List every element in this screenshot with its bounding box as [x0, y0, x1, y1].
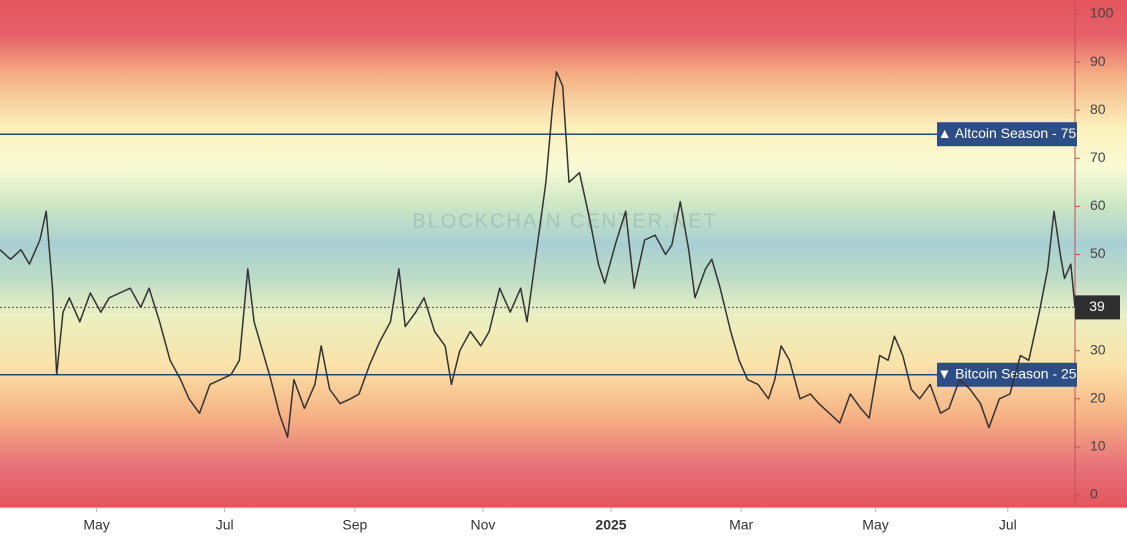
x-tick-label: Mar [729, 517, 753, 533]
y-tick-label: 50 [1090, 245, 1106, 261]
y-tick-label: 100 [1090, 5, 1114, 21]
y-tick-label: 10 [1090, 438, 1106, 454]
y-tick-label: 20 [1090, 390, 1106, 406]
series-line [0, 70, 1076, 439]
y-tick-label: 30 [1090, 341, 1106, 357]
x-tick-label: May [862, 517, 888, 533]
y-tick-label: 70 [1090, 149, 1106, 165]
x-tick-label: May [83, 517, 109, 533]
y-tick-label: 90 [1090, 53, 1106, 69]
x-tick-label: Jul [216, 517, 234, 533]
y-tick-label: 60 [1090, 197, 1106, 213]
x-tick-label: Sep [342, 517, 367, 533]
x-tick-label: Nov [470, 517, 495, 533]
reference-label: ▼ Bitcoin Season - 25 [937, 365, 1076, 381]
background [0, 0, 1127, 508]
watermark: BLOCKCHAIN CENTER.NET [412, 210, 717, 232]
reference-label-box [937, 122, 1077, 147]
y-tick-label: 80 [1090, 101, 1106, 117]
x-tick-label: 2025 [595, 517, 626, 533]
x-tick-label: Jul [999, 517, 1017, 533]
reference-label-box [937, 362, 1077, 387]
reference-label: ▲ Altcoin Season - 75 [938, 125, 1077, 141]
current-value-label: 39 [1089, 298, 1105, 314]
y-tick-label: 0 [1090, 486, 1098, 502]
current-value-box [1075, 295, 1120, 320]
